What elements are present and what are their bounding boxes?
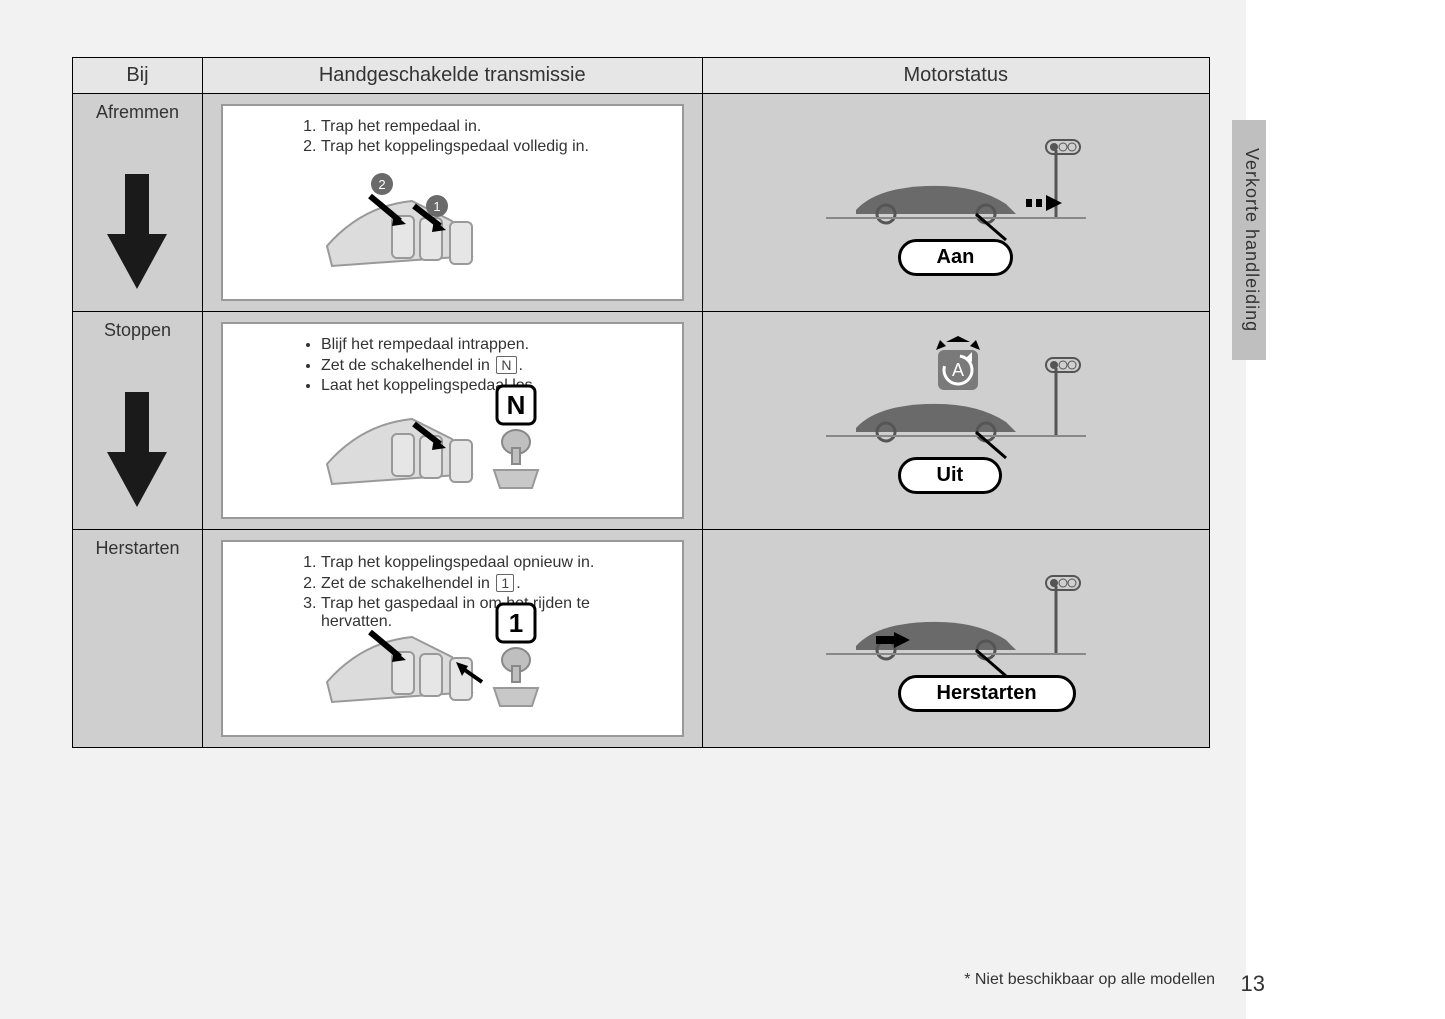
table-header-row: Bij Handgeschakelde transmissie Motorsta… (73, 58, 1210, 94)
motorstatus-cell: Aan (702, 94, 1210, 312)
motorstatus-cell: Herstarten (702, 530, 1210, 748)
instruction-table: Bij Handgeschakelde transmissie Motorsta… (72, 57, 1210, 748)
step-item: Trap het koppelingspedaal opnieuw in. (321, 554, 662, 572)
phase-cell: Afremmen (73, 94, 203, 312)
svg-text:1: 1 (509, 608, 523, 638)
motorstatus-cell: A Uit (702, 312, 1210, 530)
pedals-illustration: 1 (322, 602, 582, 722)
table-row: Herstarten Trap het koppelingspedaal opn… (73, 530, 1210, 748)
svg-text:1: 1 (434, 199, 441, 214)
status-callout: Uit (898, 457, 1003, 494)
instruction-box: Blijf het rempedaal intrappen. Zet de sch… (221, 322, 684, 519)
table-row: Stoppen Blijf het rempedaal intrappen. Ze… (73, 312, 1210, 530)
svg-text:N: N (507, 390, 526, 420)
down-arrow-icon (107, 174, 167, 289)
header-transmissie: Handgeschakelde transmissie (202, 58, 702, 94)
phase-label: Afremmen (73, 94, 202, 123)
down-arrow-icon (107, 392, 167, 507)
pedals-illustration: N (322, 384, 582, 504)
side-tab-label: Verkorte handleiding (1241, 148, 1262, 332)
table-row: Afremmen Trap het rempedaal in.Trap het … (73, 94, 1210, 312)
instruction-box: Trap het rempedaal in. Trap het koppeling… (221, 104, 684, 301)
step-list: Trap het rempedaal in. Trap het koppeling… (303, 118, 662, 156)
pedals-illustration: 2 1 (322, 166, 582, 286)
instruction-box: Trap het koppelingspedaal opnieuw in. Zet… (221, 540, 684, 737)
page-number: 13 (1241, 971, 1265, 997)
step-item: Zet de schakelhendel in N. (321, 356, 662, 375)
transmission-cell: Trap het rempedaal in. Trap het koppeling… (202, 94, 702, 312)
status-callout: Herstarten (898, 675, 1076, 712)
gear-indicator: 1 (496, 574, 514, 592)
step-item: Trap het koppelingspedaal volledig in. (321, 138, 662, 156)
transmission-cell: Trap het koppelingspedaal opnieuw in. Zet… (202, 530, 702, 748)
phase-label: Stoppen (73, 312, 202, 341)
step-item: Trap het rempedaal in. (321, 118, 662, 136)
step-item: Blijf het rempedaal intrappen. (321, 336, 662, 354)
header-motorstatus: Motorstatus (702, 58, 1210, 94)
phase-label: Herstarten (73, 530, 202, 559)
phase-cell: Herstarten (73, 530, 203, 748)
phase-cell: Stoppen (73, 312, 203, 530)
step-item: Zet de schakelhendel in 1. (321, 574, 662, 593)
footnote: * Niet beschikbaar op alle modellen (964, 971, 1215, 989)
gear-indicator: N (496, 356, 516, 374)
transmission-cell: Blijf het rempedaal intrappen. Zet de sch… (202, 312, 702, 530)
svg-text:A: A (952, 360, 964, 380)
svg-text:2: 2 (379, 177, 386, 192)
header-bij: Bij (73, 58, 203, 94)
status-callout: Aan (898, 239, 1014, 276)
